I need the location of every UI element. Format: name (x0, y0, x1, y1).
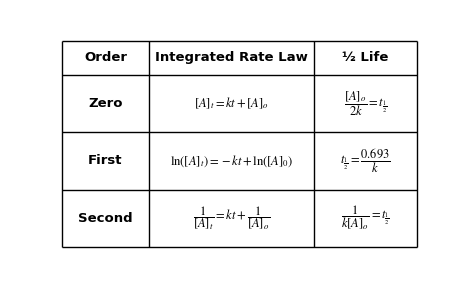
Text: $\ln([A]_t) = -kt + \ln([A]_0)$: $\ln([A]_t) = -kt + \ln([A]_0)$ (170, 153, 293, 169)
Text: Zero: Zero (88, 97, 123, 110)
Text: $\dfrac{1}{k[A]_o} = t_{\frac{1}{2}}$: $\dfrac{1}{k[A]_o} = t_{\frac{1}{2}}$ (341, 204, 390, 233)
Text: Second: Second (78, 212, 133, 225)
Text: Order: Order (84, 51, 127, 64)
Text: ½ Life: ½ Life (342, 51, 389, 64)
Text: $\dfrac{[A]_o}{2k} = t_{\frac{1}{2}}$: $\dfrac{[A]_o}{2k} = t_{\frac{1}{2}}$ (344, 89, 387, 118)
Text: First: First (88, 154, 123, 167)
Text: $\dfrac{1}{[A]_t} = kt + \dfrac{1}{[A]_o}$: $\dfrac{1}{[A]_t} = kt + \dfrac{1}{[A]_o… (193, 204, 270, 232)
Text: $t_{\frac{1}{2}} = \dfrac{0.693}{k}$: $t_{\frac{1}{2}} = \dfrac{0.693}{k}$ (340, 146, 390, 175)
Text: Integrated Rate Law: Integrated Rate Law (155, 51, 308, 64)
Text: $[A]_t = kt + [A]_o$: $[A]_t = kt + [A]_o$ (194, 96, 269, 111)
